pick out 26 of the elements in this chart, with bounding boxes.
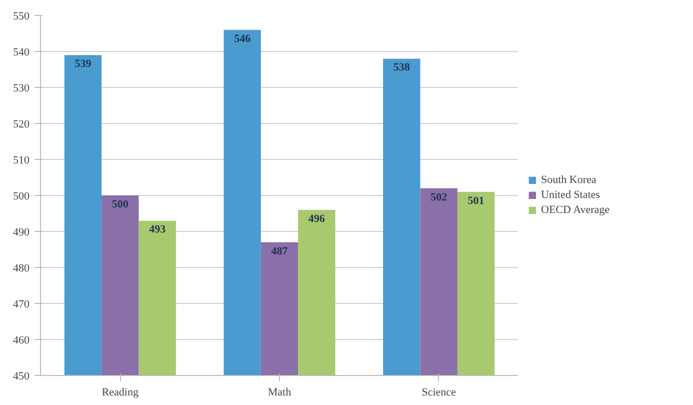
data-label: 501: [468, 194, 484, 207]
data-label: 487: [271, 245, 288, 258]
x-tick-label: Math: [268, 386, 292, 398]
data-label: 496: [308, 212, 326, 225]
y-tick-label: 530: [13, 82, 30, 94]
legend-label: OECD Average: [541, 204, 610, 216]
y-tick-label: 500: [13, 190, 30, 202]
y-tick-label: 510: [13, 154, 30, 166]
x-tick-label: Reading: [102, 386, 139, 398]
legend-label: South Korea: [541, 174, 596, 186]
data-label: 538: [393, 62, 410, 74]
y-tick-label: 460: [13, 334, 30, 346]
data-label: 493: [149, 224, 166, 236]
data-label: 502: [430, 191, 448, 204]
y-tick-label: 550: [13, 10, 30, 22]
data-label: 539: [74, 58, 92, 70]
y-tick-label: 540: [13, 46, 30, 58]
y-tick-label: 520: [13, 118, 30, 130]
data-label: 546: [234, 32, 252, 45]
x-tick-label: Science: [422, 386, 456, 398]
y-tick-label: 490: [13, 226, 30, 238]
y-tick-label: 470: [13, 298, 30, 310]
y-tick-label: 480: [13, 262, 30, 274]
legend-label: United States: [541, 189, 600, 201]
y-tick-label: 450: [13, 370, 30, 382]
data-label: 500: [112, 198, 129, 210]
